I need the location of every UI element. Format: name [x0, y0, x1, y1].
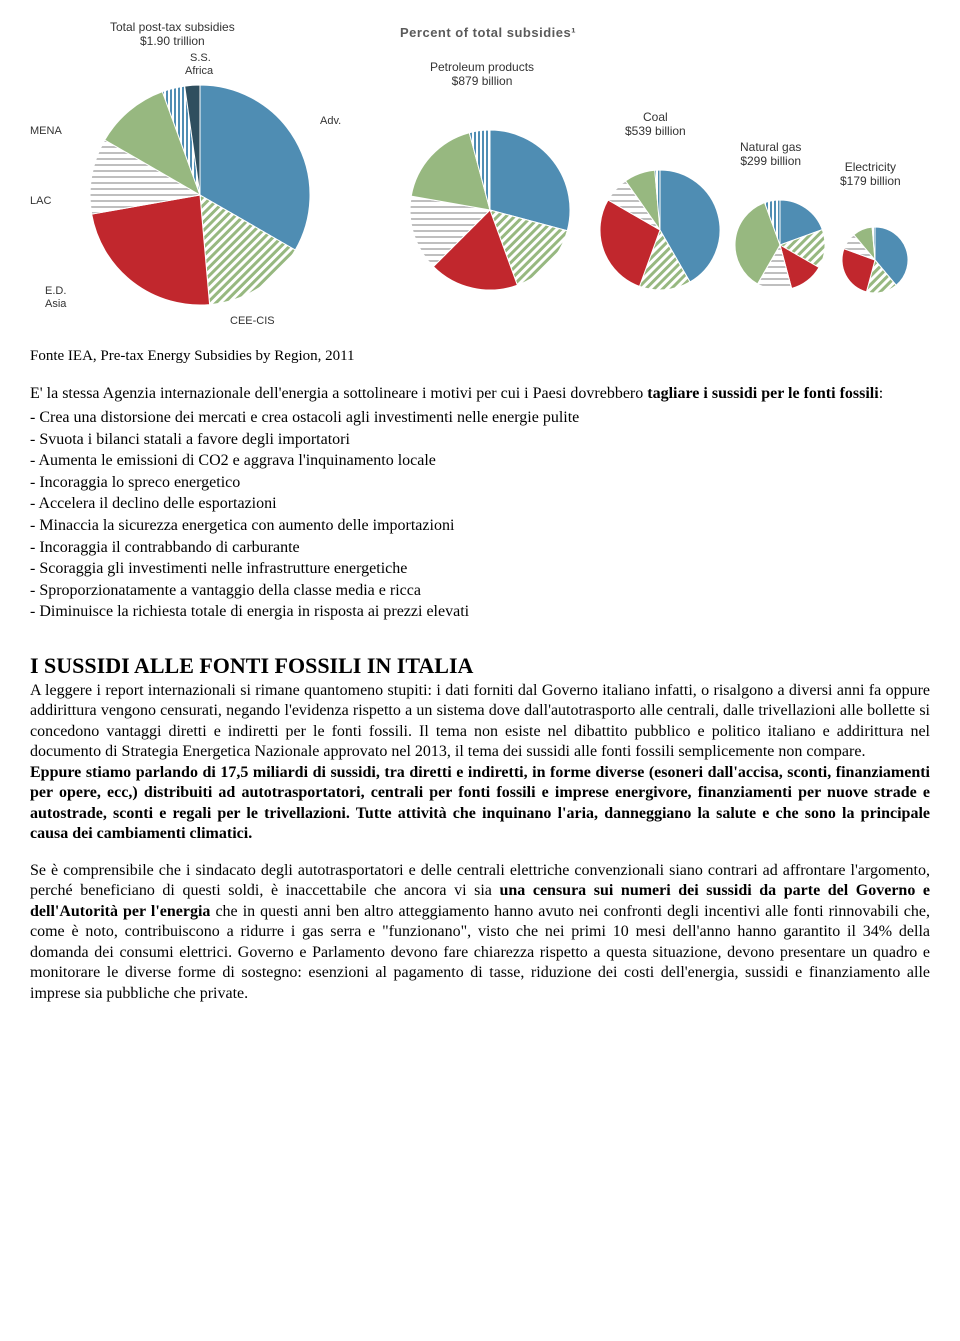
region-label: MENA — [30, 125, 62, 137]
intro-suffix: : — [879, 385, 883, 402]
intro-prefix: E' la stessa Agenzia internazionale dell… — [30, 385, 647, 402]
reason-item: Svuota i bilanci statali a favore degli … — [30, 429, 930, 451]
paragraph-3: Se è comprensibile che i sindacato degli… — [30, 861, 930, 1004]
paragraph-2: Eppure stiamo parlando di 17,5 miliardi … — [30, 763, 930, 845]
section-title: I SUSSIDI ALLE FONTI FOSSILI IN ITALIA — [30, 653, 930, 679]
region-label: Africa — [185, 65, 213, 77]
region-label: CEE-CIS — [230, 315, 275, 327]
region-label: E.D. — [45, 285, 66, 297]
reason-item: Crea una distorsione dei mercati e crea … — [30, 407, 930, 429]
chart-caption: Fonte IEA, Pre-tax Energy Subsidies by R… — [30, 348, 930, 365]
intro-bold: tagliare i sussidi per le fonti fossili — [647, 385, 878, 402]
reason-item: Diminuisce la richiesta totale di energi… — [30, 601, 930, 623]
pie-label: Natural gas$299 billion — [740, 140, 801, 169]
pie-label: Electricity$179 billion — [840, 160, 901, 189]
reason-item: Accelera il declino delle esportazioni — [30, 493, 930, 515]
reasons-list: Crea una distorsione dei mercati e crea … — [30, 407, 930, 623]
region-label: S.S. — [190, 52, 211, 64]
pie-label: Petroleum products$879 billion — [430, 60, 534, 89]
paragraph-1: A leggere i report internazionali si rim… — [30, 681, 930, 763]
reason-item: Minaccia la sicurezza energetica con aum… — [30, 515, 930, 537]
subsidies-chart: Percent of total subsidies¹ Total post-t… — [30, 20, 930, 340]
region-label: Adv. — [320, 115, 341, 127]
reason-item: Incoraggia il contrabbando di carburante — [30, 537, 930, 559]
region-label: LAC — [30, 195, 51, 207]
intro-paragraph: E' la stessa Agenzia internazionale dell… — [30, 385, 930, 403]
reason-item: Incoraggia lo spreco energetico — [30, 472, 930, 494]
pie-label: Coal$539 billion — [625, 110, 686, 139]
region-label: Asia — [45, 298, 66, 310]
reason-item: Scoraggia gli investimenti nelle infrast… — [30, 558, 930, 580]
reason-item: Aumenta le emissioni di CO2 e aggrava l'… — [30, 450, 930, 472]
pie-label: Total post-tax subsidies$1.90 trillion — [110, 20, 235, 49]
reason-item: Sproporzionatamente a vantaggio della cl… — [30, 580, 930, 602]
